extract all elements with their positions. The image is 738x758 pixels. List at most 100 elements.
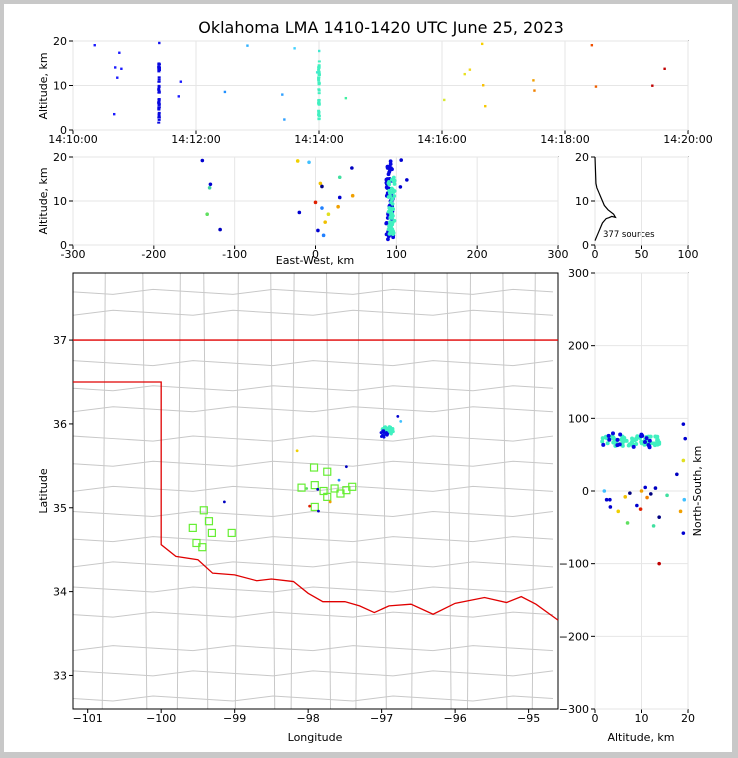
time-source-column-point: [157, 65, 161, 68]
county-line: [73, 485, 554, 492]
east-west-ylabel: Altitude, km: [37, 167, 50, 234]
lat-tick-label: 36: [53, 418, 67, 431]
ew-source-cluster-point: [387, 191, 392, 196]
time-tick-label: 14:12:00: [171, 133, 220, 146]
time-tick-label: 14:20:00: [663, 133, 712, 146]
ns-source-cluster-point: [639, 433, 644, 438]
hist-alt-tick-label: 0: [582, 239, 589, 252]
ew-source-cluster-point: [386, 237, 390, 242]
ns-tick-label: −200: [559, 630, 589, 643]
ew-tick-label: -100: [222, 248, 247, 261]
north-south-panel: North-South, km Altitude, km 0 10 20 −300 −2…: [559, 267, 704, 744]
time-source-point: [663, 67, 666, 70]
time-source-column-point: [157, 76, 161, 79]
lat-tick-label: 34: [53, 586, 67, 599]
county-line: [466, 273, 471, 709]
county-line: [381, 273, 387, 709]
time-tick-label: 14:10:00: [48, 133, 97, 146]
county-line: [73, 385, 554, 392]
ns-source-point: [616, 509, 621, 514]
ew-source-cluster-point: [388, 220, 393, 225]
hist-tick-label: 100: [678, 248, 699, 261]
time-source-column-point: [157, 66, 161, 69]
county-line: [142, 273, 148, 709]
ew-alt-tick-label: 20: [53, 151, 67, 164]
plan-source-point: [328, 500, 332, 504]
lon-tick-label: −96: [444, 712, 467, 725]
ns-source-point: [675, 472, 679, 477]
plan-source-point: [295, 449, 299, 453]
time-source-point: [463, 72, 466, 76]
plan-view-frame: [72, 272, 559, 710]
time-source-point: [484, 104, 487, 108]
ns-source-cluster-point: [611, 440, 616, 445]
altitude-histogram-line: [594, 156, 617, 241]
ew-source-point: [208, 182, 213, 187]
time-source-point: [114, 66, 117, 69]
time-altitude-ylabel: Altitude, km: [37, 52, 50, 119]
lat-tick-label: 35: [53, 502, 67, 515]
time-source-point: [177, 95, 180, 98]
ns-source-point: [665, 493, 669, 498]
ew-source-point: [320, 206, 324, 210]
time-source-column-point: [157, 111, 161, 114]
time-source-column-point: [317, 117, 321, 120]
plan-source-cluster-point: [389, 427, 393, 431]
time-source-column-point: [317, 111, 321, 114]
ns-source-cluster-point: [615, 437, 620, 442]
plan-source-point: [305, 487, 309, 490]
ew-source-cluster-point: [391, 235, 396, 240]
ns-source-cluster-point: [655, 438, 660, 443]
alt-tick-label: 0: [60, 124, 67, 137]
time-source-column-point: [157, 70, 161, 73]
lon-tick-label: −97: [370, 712, 393, 725]
county-grid: [73, 273, 554, 709]
plan-source-cluster-point: [383, 425, 387, 429]
time-source-point: [283, 118, 286, 121]
county-line: [73, 695, 554, 702]
time-source-column-point: [157, 87, 161, 90]
ns-source-cluster-point: [601, 442, 606, 447]
time-source-point: [533, 89, 536, 92]
east-west-xlabel: East-West, km: [276, 254, 354, 267]
ew-source-cluster-point: [392, 194, 397, 198]
ns-source-cluster-point: [639, 441, 644, 446]
plan-source-point: [317, 509, 320, 513]
time-source-column-point: [317, 109, 321, 112]
source-count-label: 377 sources: [603, 230, 655, 240]
ns-source-point: [638, 507, 643, 511]
time-source-column-point: [317, 73, 321, 76]
county-line: [203, 273, 209, 709]
ew-source-cluster-point: [390, 216, 394, 220]
time-source-column-point: [317, 83, 321, 86]
ew-tick-label: 200: [467, 248, 488, 261]
time-source-point: [532, 79, 535, 82]
time-source-point: [246, 44, 249, 47]
time-source-column-point: [157, 108, 161, 111]
county-line: [290, 273, 295, 709]
ns-alt-tick-label: 0: [592, 712, 599, 725]
ns-source-point: [608, 505, 613, 509]
time-source-column-point: [317, 98, 321, 101]
ns-source-cluster-point: [605, 441, 610, 446]
ew-source-cluster-point: [389, 200, 393, 205]
time-source-column-point: [317, 88, 321, 91]
county-line: [101, 273, 106, 709]
ns-source-cluster-point: [644, 436, 649, 441]
ns-source-point: [657, 561, 661, 566]
ew-source-cluster-point: [391, 175, 396, 180]
time-tick-label: 14:16:00: [417, 133, 466, 146]
county-line: [176, 273, 181, 709]
county-line: [73, 611, 554, 618]
time-source-point: [482, 84, 485, 87]
plan-source-cluster-point: [382, 434, 386, 438]
ew-source-cluster-point: [388, 227, 393, 232]
county-line: [73, 536, 554, 543]
ns-alt-tick-label: 20: [681, 712, 695, 725]
time-source-point: [93, 44, 96, 47]
ns-source-cluster-point: [633, 438, 638, 443]
time-source-point: [344, 96, 348, 100]
lma-station-marker: [227, 528, 236, 538]
ew-source-cluster-point: [384, 185, 389, 190]
ew-source-point: [205, 212, 209, 216]
